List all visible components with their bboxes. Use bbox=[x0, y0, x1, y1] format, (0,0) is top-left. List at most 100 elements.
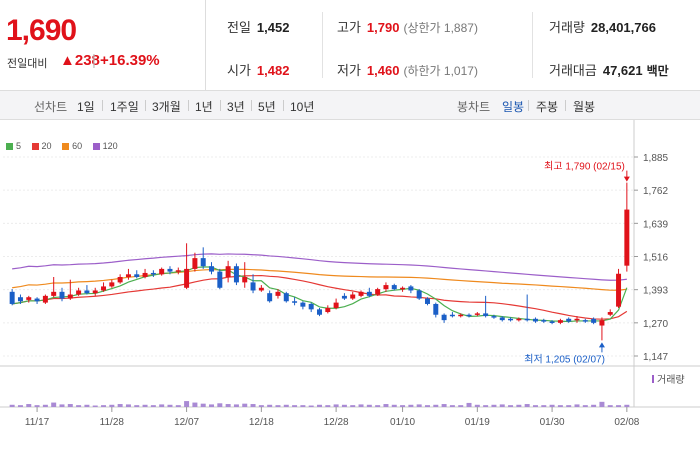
x-tick-label: 01/10 bbox=[390, 417, 415, 428]
y-tick-label: 1,270 bbox=[643, 319, 668, 330]
x-tick-label: 12/18 bbox=[249, 417, 274, 428]
volume-bar bbox=[325, 405, 331, 407]
volume-bar bbox=[375, 405, 381, 407]
volume-bar bbox=[499, 404, 505, 407]
candle-body bbox=[491, 316, 497, 318]
period-1d[interactable]: 1일 bbox=[77, 100, 95, 114]
volume-bar bbox=[17, 405, 23, 407]
candle-body bbox=[466, 314, 472, 317]
high-arrow-head-icon bbox=[623, 176, 630, 182]
candle-body bbox=[275, 291, 281, 296]
volume-bar bbox=[184, 401, 190, 407]
low-annotation: 최저 1,205 (02/07) bbox=[524, 353, 605, 365]
candle-body bbox=[308, 303, 314, 310]
candle-weekly[interactable]: 주봉 bbox=[536, 100, 559, 114]
volume-bar bbox=[574, 404, 580, 407]
candle-body bbox=[549, 321, 555, 323]
candle-body bbox=[34, 298, 40, 302]
candle-body bbox=[84, 290, 90, 294]
period-3y[interactable]: 3년 bbox=[227, 100, 245, 114]
volume-bar bbox=[524, 404, 530, 407]
volume-bar bbox=[42, 404, 48, 407]
x-tick-label: 01/30 bbox=[540, 417, 565, 428]
volume-bar bbox=[557, 405, 563, 407]
x-tick-label: 12/28 bbox=[324, 417, 349, 428]
volume-bar bbox=[508, 405, 514, 407]
candle-body bbox=[508, 318, 514, 321]
volume-bar bbox=[599, 401, 605, 407]
volume-bar bbox=[416, 404, 422, 407]
volume-bar bbox=[117, 404, 123, 407]
candle-body bbox=[17, 297, 23, 302]
candle-body bbox=[51, 291, 57, 296]
volume-bar bbox=[125, 404, 131, 407]
stat-low: 저가 1,460 (하한가 1,017) bbox=[337, 63, 478, 78]
candle-body bbox=[400, 287, 406, 290]
candle-body bbox=[325, 308, 331, 313]
candle-body bbox=[499, 317, 505, 321]
change-separator: | bbox=[92, 52, 96, 69]
candle-body bbox=[624, 209, 630, 266]
candle-chart-label: 봉차트 bbox=[457, 100, 491, 114]
candle-body bbox=[366, 291, 372, 296]
volume-bar bbox=[607, 405, 613, 407]
candle-body bbox=[233, 266, 239, 283]
volume-bar bbox=[275, 405, 281, 407]
candle-body bbox=[566, 318, 572, 322]
period-10y[interactable]: 10년 bbox=[290, 100, 315, 114]
volume-bar bbox=[209, 404, 215, 407]
volume-bar bbox=[9, 404, 15, 407]
candle-body bbox=[134, 274, 140, 277]
y-tick-label: 1,885 bbox=[643, 153, 668, 164]
period-1y[interactable]: 1년 bbox=[195, 100, 213, 114]
candle-body bbox=[433, 303, 439, 315]
stat-open: 시가 1,482 bbox=[227, 63, 290, 78]
volume-bar bbox=[449, 405, 455, 407]
candle-body bbox=[9, 291, 15, 304]
change-label: 전일대비 bbox=[7, 58, 48, 70]
volume-bar bbox=[350, 405, 356, 407]
volume-bar bbox=[225, 404, 231, 407]
candle-body bbox=[267, 293, 273, 302]
stat-high: 고가 1,790 (상한가 1,887) bbox=[337, 20, 478, 35]
candle-body bbox=[557, 320, 563, 323]
candle-body bbox=[26, 297, 32, 300]
divider bbox=[322, 12, 323, 78]
high-annotation: 최고 1,790 (02/15) bbox=[544, 161, 625, 173]
candle-body bbox=[250, 282, 256, 291]
candle-body bbox=[109, 282, 115, 287]
volume-bar bbox=[242, 403, 248, 407]
volume-bar bbox=[566, 405, 572, 407]
volume-bar bbox=[59, 404, 65, 407]
y-tick-label: 1,147 bbox=[643, 352, 668, 363]
candle-body bbox=[574, 318, 580, 321]
volume-bar bbox=[466, 402, 472, 407]
volume-bar bbox=[84, 404, 90, 407]
volume-bar bbox=[76, 405, 82, 407]
candle-monthly[interactable]: 월봉 bbox=[573, 100, 596, 114]
candle-body bbox=[142, 272, 148, 277]
candle-body bbox=[449, 314, 455, 317]
volume-bar bbox=[433, 404, 439, 407]
up-arrow-icon: ▲ bbox=[60, 52, 75, 69]
volume-bar bbox=[391, 404, 397, 407]
candle-body bbox=[599, 320, 605, 326]
candle-body bbox=[391, 285, 397, 290]
stat-trade-value: 거래대금 47,621 백만 bbox=[549, 63, 669, 78]
candle-body bbox=[416, 290, 422, 299]
period-5y[interactable]: 5년 bbox=[258, 100, 276, 114]
volume-bar bbox=[101, 405, 107, 407]
candle-body bbox=[358, 291, 364, 296]
x-tick-label: 02/08 bbox=[614, 417, 639, 428]
x-tick-label: 11/28 bbox=[100, 417, 125, 428]
period-1w[interactable]: 1주일 bbox=[110, 100, 139, 114]
candle-daily[interactable]: 일봉 bbox=[502, 100, 525, 114]
candle-body bbox=[101, 286, 107, 291]
line-chart-label: 선차트 bbox=[34, 100, 68, 114]
period-3m[interactable]: 3개월 bbox=[152, 100, 181, 114]
candle-body bbox=[341, 295, 347, 299]
candle-body bbox=[441, 314, 447, 321]
candle-body bbox=[67, 294, 73, 299]
volume-bar bbox=[142, 404, 148, 407]
